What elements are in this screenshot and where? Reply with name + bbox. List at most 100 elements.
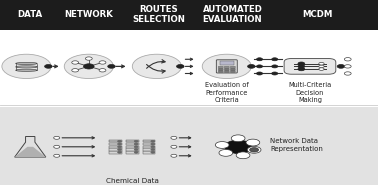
Circle shape bbox=[118, 143, 121, 145]
Circle shape bbox=[298, 67, 305, 71]
Circle shape bbox=[2, 54, 51, 79]
FancyBboxPatch shape bbox=[0, 30, 378, 105]
FancyBboxPatch shape bbox=[143, 143, 155, 145]
FancyBboxPatch shape bbox=[220, 61, 234, 65]
Circle shape bbox=[171, 145, 177, 148]
FancyBboxPatch shape bbox=[109, 140, 122, 142]
FancyBboxPatch shape bbox=[109, 146, 122, 148]
FancyBboxPatch shape bbox=[218, 70, 223, 72]
Text: DATA: DATA bbox=[18, 10, 43, 19]
Circle shape bbox=[151, 146, 155, 148]
Circle shape bbox=[272, 65, 278, 68]
FancyBboxPatch shape bbox=[126, 146, 139, 148]
Circle shape bbox=[85, 57, 92, 60]
Circle shape bbox=[319, 65, 324, 68]
Circle shape bbox=[72, 61, 79, 64]
Circle shape bbox=[344, 72, 351, 75]
Circle shape bbox=[344, 65, 351, 68]
Circle shape bbox=[236, 152, 250, 159]
Circle shape bbox=[219, 149, 233, 156]
FancyBboxPatch shape bbox=[218, 66, 223, 68]
Circle shape bbox=[132, 54, 181, 79]
Circle shape bbox=[257, 58, 263, 61]
FancyBboxPatch shape bbox=[143, 148, 155, 151]
FancyBboxPatch shape bbox=[225, 68, 229, 70]
Circle shape bbox=[257, 65, 263, 68]
Circle shape bbox=[151, 140, 155, 142]
Circle shape bbox=[248, 65, 255, 68]
Circle shape bbox=[247, 146, 261, 153]
Circle shape bbox=[231, 135, 245, 142]
FancyBboxPatch shape bbox=[109, 151, 122, 154]
FancyBboxPatch shape bbox=[126, 148, 139, 151]
Circle shape bbox=[45, 65, 52, 68]
Circle shape bbox=[298, 62, 305, 65]
Ellipse shape bbox=[15, 69, 37, 71]
FancyBboxPatch shape bbox=[109, 143, 122, 145]
Circle shape bbox=[54, 154, 60, 157]
Circle shape bbox=[54, 145, 60, 148]
Text: Multi-Criteria
Decision
Making: Multi-Criteria Decision Making bbox=[288, 82, 332, 103]
FancyBboxPatch shape bbox=[225, 66, 229, 68]
FancyBboxPatch shape bbox=[218, 68, 223, 70]
Circle shape bbox=[99, 69, 106, 72]
Circle shape bbox=[151, 143, 155, 145]
Circle shape bbox=[298, 65, 305, 68]
FancyBboxPatch shape bbox=[126, 151, 139, 154]
Circle shape bbox=[177, 65, 184, 68]
FancyBboxPatch shape bbox=[0, 0, 378, 30]
Circle shape bbox=[319, 62, 324, 65]
Text: MCDM: MCDM bbox=[302, 10, 333, 19]
Polygon shape bbox=[15, 147, 46, 157]
Text: Chemical Data: Chemical Data bbox=[106, 178, 159, 184]
Text: ROUTES
SELECTION: ROUTES SELECTION bbox=[132, 5, 185, 24]
Ellipse shape bbox=[15, 62, 37, 65]
FancyBboxPatch shape bbox=[231, 66, 235, 68]
FancyBboxPatch shape bbox=[143, 140, 155, 142]
FancyBboxPatch shape bbox=[143, 146, 155, 148]
Ellipse shape bbox=[15, 66, 37, 68]
Circle shape bbox=[118, 146, 121, 148]
Circle shape bbox=[171, 154, 177, 157]
FancyBboxPatch shape bbox=[109, 148, 122, 151]
Text: Network Data
Representation: Network Data Representation bbox=[270, 138, 323, 152]
Circle shape bbox=[171, 136, 177, 139]
Circle shape bbox=[272, 72, 278, 75]
Circle shape bbox=[118, 151, 121, 153]
Circle shape bbox=[108, 65, 115, 68]
FancyBboxPatch shape bbox=[126, 140, 139, 142]
Circle shape bbox=[151, 149, 155, 151]
Circle shape bbox=[118, 140, 121, 142]
Circle shape bbox=[84, 64, 94, 69]
Circle shape bbox=[246, 139, 260, 146]
Circle shape bbox=[215, 142, 229, 148]
Text: NETWORK: NETWORK bbox=[64, 10, 113, 19]
Circle shape bbox=[64, 54, 113, 79]
Circle shape bbox=[225, 140, 252, 154]
Circle shape bbox=[54, 136, 60, 139]
Circle shape bbox=[151, 151, 155, 153]
Circle shape bbox=[134, 146, 138, 148]
Circle shape bbox=[134, 143, 138, 145]
FancyBboxPatch shape bbox=[216, 60, 237, 73]
Text: Evaluation of
Performance
Criteria: Evaluation of Performance Criteria bbox=[205, 82, 249, 103]
Circle shape bbox=[72, 69, 79, 72]
Polygon shape bbox=[15, 137, 46, 157]
Circle shape bbox=[99, 61, 106, 64]
FancyBboxPatch shape bbox=[284, 59, 336, 74]
Circle shape bbox=[272, 58, 278, 61]
Circle shape bbox=[134, 151, 138, 153]
Circle shape bbox=[319, 68, 324, 70]
Circle shape bbox=[134, 149, 138, 151]
Circle shape bbox=[344, 58, 351, 61]
FancyBboxPatch shape bbox=[143, 151, 155, 154]
FancyBboxPatch shape bbox=[225, 70, 229, 72]
FancyBboxPatch shape bbox=[0, 107, 378, 185]
Circle shape bbox=[337, 65, 345, 68]
Circle shape bbox=[134, 140, 138, 142]
FancyBboxPatch shape bbox=[126, 143, 139, 145]
FancyBboxPatch shape bbox=[231, 68, 235, 70]
Text: AUTOMATED
EVALUATION: AUTOMATED EVALUATION bbox=[203, 5, 262, 24]
Circle shape bbox=[202, 54, 251, 79]
Circle shape bbox=[250, 148, 259, 152]
